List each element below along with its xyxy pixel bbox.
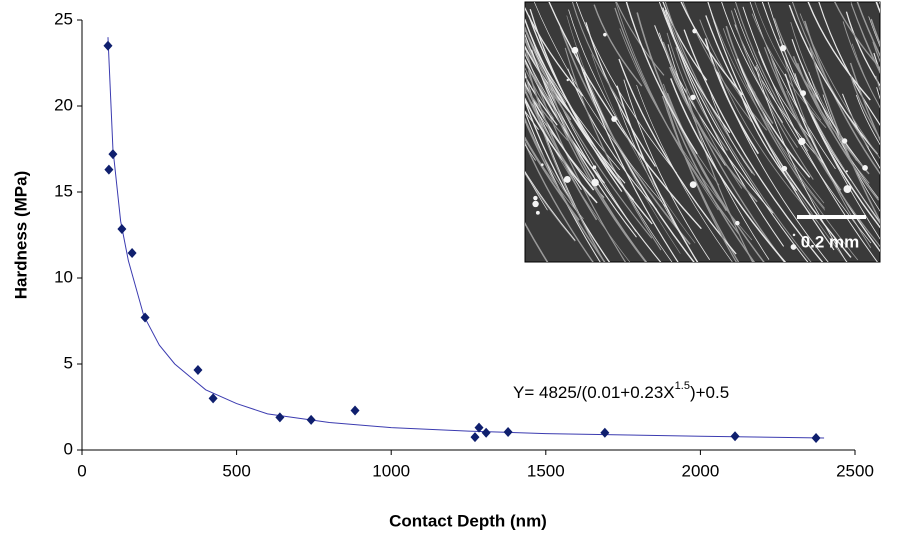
particle <box>593 165 597 169</box>
x-tick-label: 500 <box>222 461 250 480</box>
particle <box>690 181 697 188</box>
x-tick-label: 2500 <box>836 461 874 480</box>
y-tick-label: 25 <box>54 9 73 28</box>
data-point <box>104 165 113 175</box>
y-tick-label: 15 <box>54 181 73 200</box>
data-point <box>307 415 316 425</box>
x-tick-label: 2000 <box>681 461 719 480</box>
annotation: Y= 4825/(0.01+0.23X1.5)+0.5 <box>513 380 729 403</box>
data-point <box>128 248 137 258</box>
x-tick-label: 0 <box>77 461 86 480</box>
particle <box>780 45 786 51</box>
x-tick-label: 1000 <box>372 461 410 480</box>
particle <box>564 176 571 183</box>
particle <box>611 116 617 122</box>
streak <box>879 1 897 106</box>
data-point <box>351 405 360 415</box>
particle <box>735 221 740 226</box>
y-tick-label: 0 <box>64 439 73 458</box>
particle <box>591 179 599 187</box>
data-point <box>275 412 284 422</box>
data-point <box>193 365 202 375</box>
data-point <box>103 41 112 51</box>
particle <box>603 33 607 37</box>
particle <box>800 90 806 96</box>
particle <box>567 79 569 81</box>
chart: 0.2 mm Hardness (MPa) Contact Depth (nm)… <box>0 0 897 537</box>
inset-micrograph: 0.2 mm <box>470 0 897 362</box>
particle <box>690 95 695 100</box>
data-point <box>731 431 740 441</box>
y-tick-label: 5 <box>64 353 73 372</box>
data-point <box>141 313 150 323</box>
particle <box>692 29 697 34</box>
streak <box>882 35 897 119</box>
particle <box>536 211 540 215</box>
annotation-part: )+0.5 <box>690 383 729 402</box>
y-axis-title: Hardness (MPa) <box>11 171 30 299</box>
data-point <box>482 428 491 438</box>
particle <box>842 138 847 143</box>
data-point <box>470 432 479 442</box>
particle <box>846 170 848 172</box>
particle <box>572 47 579 54</box>
data-point <box>600 428 609 438</box>
particle <box>862 165 868 171</box>
particle <box>533 196 537 200</box>
streak <box>878 0 897 235</box>
data-point <box>108 149 117 159</box>
particle <box>532 201 538 207</box>
scale-label: 0.2 mm <box>801 232 860 251</box>
data-point <box>812 433 821 443</box>
annotation-exponent: 1.5 <box>675 380 690 392</box>
x-tick-label: 1500 <box>527 461 565 480</box>
particle <box>843 185 851 193</box>
particle <box>793 234 796 237</box>
y-tick-label: 10 <box>54 267 73 286</box>
x-axis-title: Contact Depth (nm) <box>389 511 547 530</box>
particle <box>791 244 797 250</box>
annotation-part: Y= 4825/(0.01+0.23X <box>513 383 675 402</box>
streak <box>881 24 897 248</box>
y-tick-label: 20 <box>54 95 73 114</box>
particle <box>541 163 544 166</box>
data-point <box>504 427 513 437</box>
particle <box>782 166 787 171</box>
particle <box>798 138 805 145</box>
data-point <box>117 224 126 234</box>
